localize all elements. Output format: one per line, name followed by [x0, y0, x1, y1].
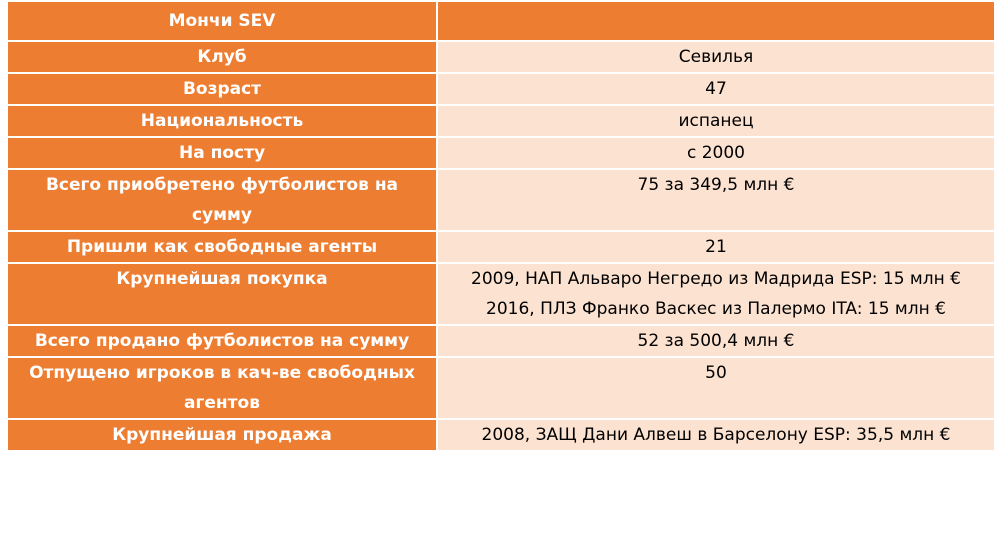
table-row: Клуб Севилья	[8, 42, 994, 72]
table-row: Отпущено игроков в кач-ве свободных аген…	[8, 358, 994, 418]
row-value: 52 за 500,4 млн €	[637, 331, 795, 351]
row-label: Отпущено игроков в кач-ве свободных аген…	[8, 358, 436, 418]
table-row: Пришли как свободные агенты 21	[8, 232, 994, 262]
row-label: Всего продано футболистов на сумму	[8, 326, 436, 356]
row-value: 47	[705, 79, 727, 99]
row-value-cell: 2009, НАП Альваро Негредо из Мадрида ESP…	[438, 264, 994, 324]
table-row: Крупнейшая продажа 2008, ЗАЩ Дани Алвеш в…	[8, 420, 994, 450]
table-row: На посту с 2000	[8, 138, 994, 168]
row-label: На посту	[8, 138, 436, 168]
header-cell: Мончи SEV	[8, 2, 436, 40]
table-row: Национальность испанец	[8, 106, 994, 136]
row-value: 2009, НАП Альваро Негредо из Мадрида ESP…	[471, 269, 961, 289]
row-value-cell: 47	[438, 74, 994, 104]
table-row: Крупнейшая покупка 2009, НАП Альваро Негр…	[8, 264, 994, 324]
row-value-cell: с 2000	[438, 138, 994, 168]
row-value: 2016, ПЛЗ Франко Васкес из Палермо ITA: …	[486, 299, 946, 319]
row-value: 21	[705, 237, 727, 257]
row-value-cell: 21	[438, 232, 994, 262]
row-label: Крупнейшая продажа	[8, 420, 436, 450]
row-value-cell: 50	[438, 358, 994, 418]
row-label: Крупнейшая покупка	[8, 264, 436, 324]
row-value-cell: 75 за 349,5 млн €	[438, 170, 994, 230]
table-body: Мончи SEV Клуб Севилья Возраст 47 Национальн…	[8, 2, 994, 450]
row-label: Возраст	[8, 74, 436, 104]
info-table: Мончи SEV Клуб Севилья Возраст 47 Национальн…	[6, 0, 996, 452]
header-cell-empty	[438, 2, 994, 40]
header-row: Мончи SEV	[8, 2, 994, 40]
row-value: с 2000	[686, 143, 745, 163]
table-row: Всего продано футболистов на сумму 52 за …	[8, 326, 994, 356]
row-value-cell: испанец	[438, 106, 994, 136]
row-value: 75 за 349,5 млн €	[637, 175, 795, 195]
row-value: испанец	[678, 111, 754, 131]
table-row: Возраст 47	[8, 74, 994, 104]
table-row: Всего приобретено футболистов на сумму 75…	[8, 170, 994, 230]
row-label: Национальность	[8, 106, 436, 136]
row-value-cell: 2008, ЗАЩ Дани Алвеш в Барселону ESP: 35…	[438, 420, 994, 450]
row-label: Пришли как свободные агенты	[8, 232, 436, 262]
row-value: 50	[705, 363, 727, 383]
row-label: Всего приобретено футболистов на сумму	[8, 170, 436, 230]
row-value-cell: Севилья	[438, 42, 994, 72]
row-label: Клуб	[8, 42, 436, 72]
row-value: Севилья	[678, 47, 754, 67]
row-value-cell: 52 за 500,4 млн €	[438, 326, 994, 356]
row-value: 2008, ЗАЩ Дани Алвеш в Барселону ESP: 35…	[481, 425, 951, 445]
